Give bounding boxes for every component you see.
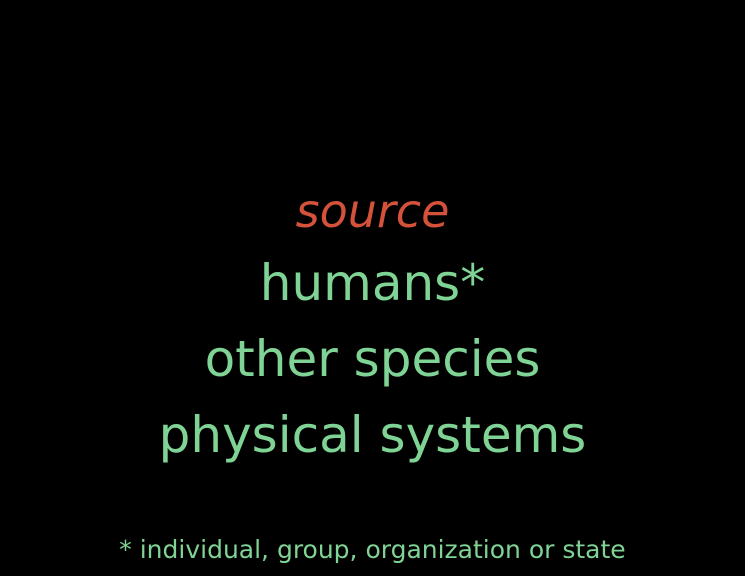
footnote: * individual, group, organization or sta…: [119, 535, 626, 564]
list-item-other-species: other species: [204, 330, 541, 388]
slide-heading: source: [295, 184, 450, 238]
list-item-physical-systems: physical systems: [158, 406, 587, 464]
list-item-humans: humans*: [259, 254, 486, 312]
